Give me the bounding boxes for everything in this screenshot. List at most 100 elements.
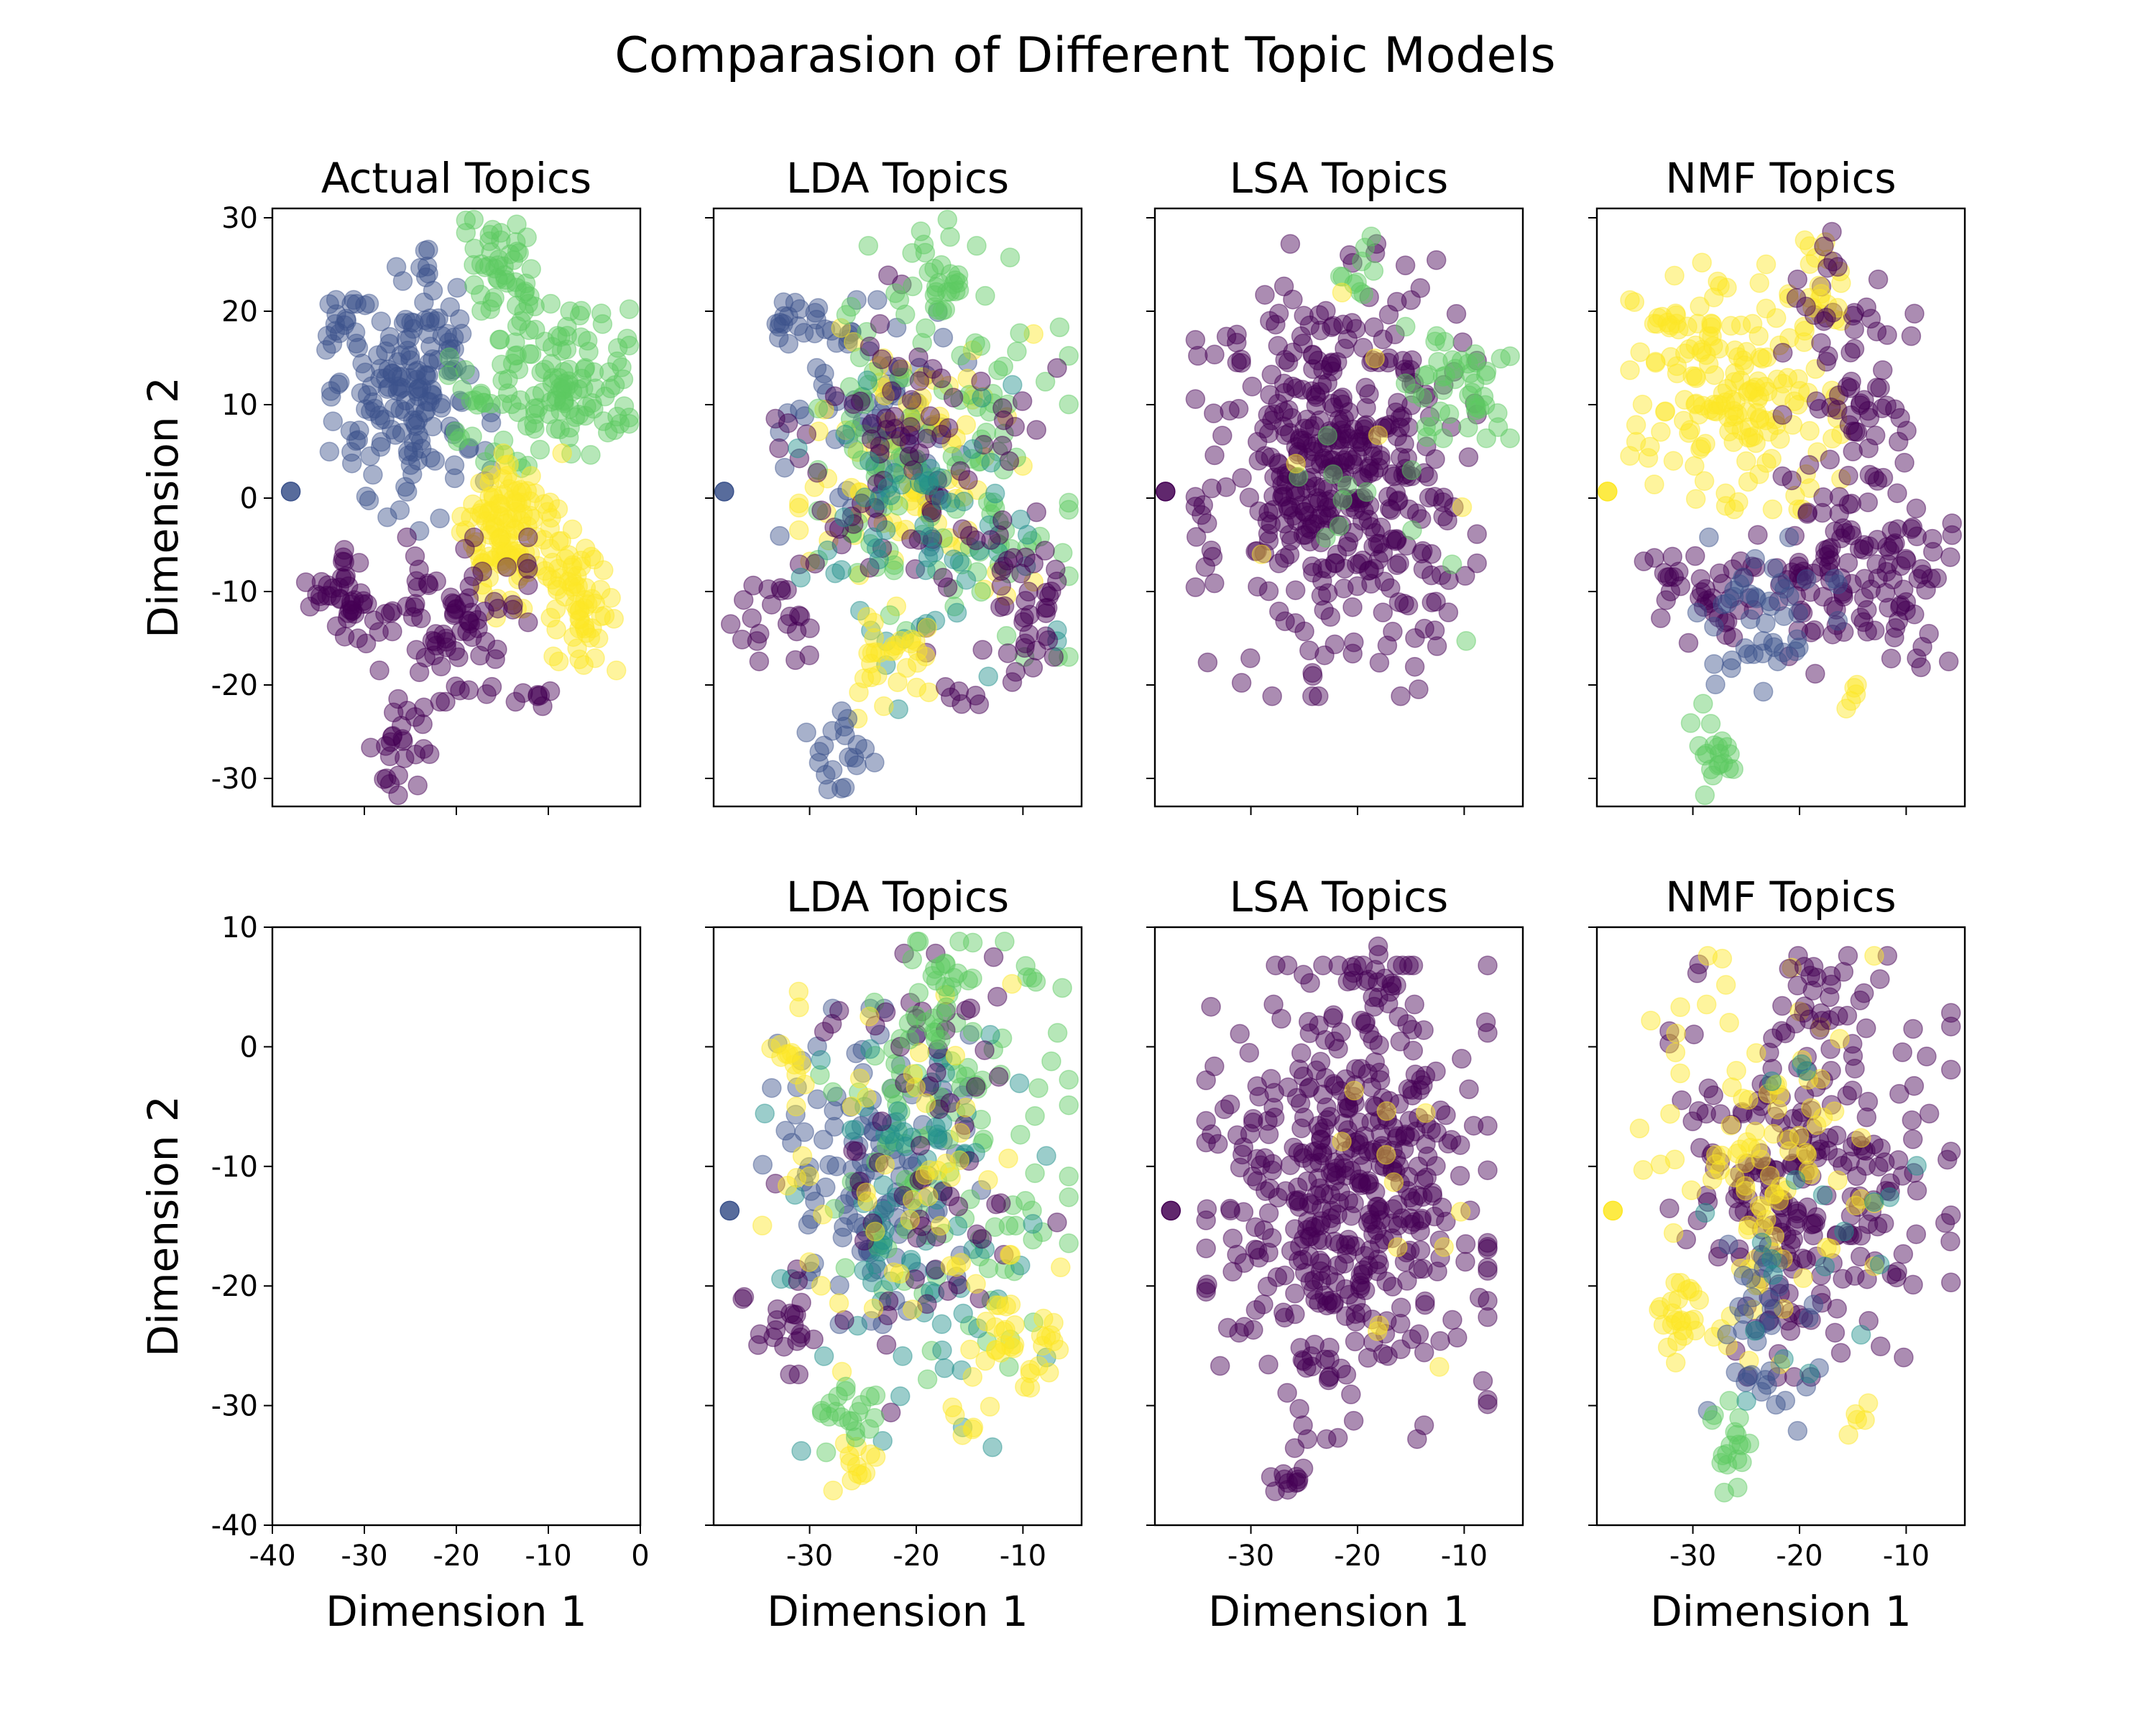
scatter-point [1809, 1358, 1829, 1379]
scatter-point [1719, 421, 1739, 442]
scatter-point [1780, 1251, 1801, 1272]
scatter-point [1695, 579, 1715, 599]
scatter-point [1739, 1433, 1759, 1454]
scatter-point [788, 1364, 809, 1385]
scatter-point [1746, 377, 1766, 397]
scatter-point [1644, 474, 1664, 494]
scatter-point [562, 519, 583, 540]
scatter-point [896, 621, 916, 641]
scatter-point [1700, 593, 1720, 613]
scatter-point [921, 500, 941, 520]
scatter-point [1815, 232, 1835, 252]
scatter-point [982, 1437, 1003, 1458]
scatter-point [1262, 410, 1282, 431]
scatter-point [1684, 1024, 1704, 1044]
scatter-point [969, 1246, 990, 1267]
x-tick-label: 0 [631, 1540, 649, 1573]
scatter-point [1650, 1297, 1670, 1317]
scatter-point [1243, 1320, 1263, 1340]
scatter-point [863, 362, 884, 382]
scatter-point [1041, 1051, 1061, 1072]
scatter-point [1228, 399, 1249, 419]
scatter-point [1830, 1343, 1851, 1363]
scatter-point [1363, 1140, 1383, 1160]
scatter-point [907, 392, 927, 413]
scatter-point [496, 542, 516, 562]
scatter-point [1421, 1120, 1442, 1140]
scatter-point [1352, 1302, 1372, 1323]
scatter-point [1320, 356, 1340, 377]
scatter-point [1059, 1095, 1079, 1116]
scatter-point [960, 1189, 980, 1210]
scatter-point [1876, 395, 1897, 415]
scatter-point [438, 365, 459, 385]
scatter-point [1369, 1110, 1390, 1131]
scatter-point [1312, 1271, 1332, 1291]
scatter-point [530, 439, 550, 460]
scatter-point [875, 520, 896, 540]
scatter-point [1323, 1074, 1344, 1094]
scatter-point [1798, 1160, 1819, 1181]
scatter-point [1010, 323, 1030, 344]
scatter-point [470, 645, 490, 666]
scatter-point [1796, 1376, 1817, 1397]
scatter-point [1358, 510, 1378, 530]
scatter-point [1193, 494, 1214, 515]
scatter-point [1708, 1246, 1728, 1267]
scatter-point [1330, 266, 1350, 287]
scatter-point [1353, 487, 1374, 508]
scatter-point [1726, 392, 1746, 412]
scatter-point [1388, 1215, 1409, 1236]
scatter-point [815, 319, 836, 339]
scatter-point [1400, 1127, 1420, 1147]
scatter-point [1204, 1056, 1225, 1077]
scatter-point [396, 329, 417, 350]
scatter-point [1458, 418, 1478, 438]
scatter-point [1059, 394, 1079, 415]
scatter-point [459, 680, 479, 700]
scatter-point [1670, 576, 1691, 597]
scatter-point [1427, 326, 1447, 346]
scatter-point [493, 431, 514, 451]
scatter-point [1833, 962, 1854, 982]
scatter-point [1363, 536, 1383, 557]
scatter-point [1289, 1251, 1309, 1271]
scatter-point [1264, 1082, 1284, 1103]
scatter-point [1685, 456, 1705, 477]
scatter-point [1843, 421, 1864, 441]
scatter-point [1381, 500, 1401, 520]
scatter-point [1001, 1336, 1021, 1357]
scatter-point [520, 505, 540, 526]
scatter-point [906, 1077, 926, 1098]
scatter-point [1799, 288, 1820, 308]
scatter-point [857, 370, 877, 390]
scatter-point [1369, 653, 1390, 673]
scatter-point [1353, 955, 1373, 975]
scatter-point [1320, 450, 1341, 471]
scatter-point [1710, 1238, 1731, 1259]
scatter-point [1791, 1108, 1811, 1128]
scatter-point [1942, 513, 1962, 533]
scatter-point [1728, 1477, 1748, 1498]
scatter-point [884, 555, 904, 575]
scatter-point [1783, 1229, 1803, 1249]
scatter-point [1197, 1274, 1217, 1294]
panel-title: LDA Topics [786, 873, 1009, 921]
scatter-point [952, 694, 972, 714]
scatter-point [1304, 454, 1324, 474]
scatter-point [1035, 598, 1056, 618]
scatter-point [829, 1314, 849, 1335]
scatter-point [946, 499, 966, 519]
scatter-point [334, 315, 355, 336]
scatter-point [436, 632, 457, 652]
scatter-point [1434, 487, 1454, 507]
scatter-point [391, 345, 411, 366]
scatter-point [1762, 499, 1783, 520]
scatter-point [1708, 607, 1729, 627]
scatter-point [1823, 303, 1843, 323]
scatter-point [921, 507, 941, 527]
scatter-point [808, 398, 829, 419]
scatter-point [774, 1336, 794, 1357]
scatter-point [467, 395, 487, 415]
scatter-point [931, 368, 952, 389]
